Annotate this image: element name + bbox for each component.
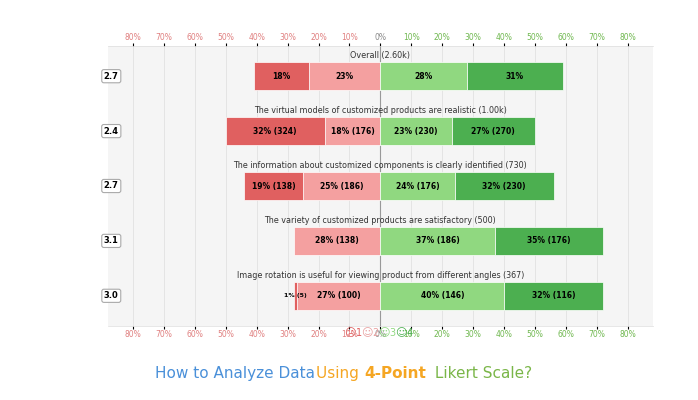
Text: 2.7: 2.7 bbox=[104, 182, 119, 190]
Bar bbox=[380, 117, 452, 145]
Text: 28%: 28% bbox=[415, 72, 433, 81]
Bar bbox=[325, 117, 380, 145]
Bar bbox=[380, 62, 467, 90]
Text: 32% (116): 32% (116) bbox=[532, 291, 575, 300]
Text: ☺: ☺ bbox=[378, 328, 389, 338]
Text: 23%: 23% bbox=[336, 72, 354, 81]
Bar bbox=[244, 172, 303, 200]
Text: Overall (2.60k): Overall (2.60k) bbox=[350, 51, 410, 60]
Text: 25% (186): 25% (186) bbox=[320, 182, 364, 190]
Text: 2.7: 2.7 bbox=[104, 72, 119, 81]
Text: 4: 4 bbox=[407, 328, 413, 338]
Bar bbox=[309, 62, 380, 90]
Text: 3.1: 3.1 bbox=[104, 236, 119, 246]
Text: 2: 2 bbox=[373, 328, 379, 338]
Bar bbox=[380, 227, 495, 255]
Text: 32% (324): 32% (324) bbox=[253, 126, 297, 136]
Text: 18%: 18% bbox=[272, 72, 290, 81]
Bar bbox=[253, 62, 309, 90]
Text: 2.4: 2.4 bbox=[104, 126, 119, 136]
Text: Image rotation is useful for viewing product from different angles (367): Image rotation is useful for viewing pro… bbox=[237, 271, 524, 280]
Text: 28% (138): 28% (138) bbox=[315, 236, 359, 246]
Text: The variety of customized products are satisfactory (500): The variety of customized products are s… bbox=[265, 216, 496, 225]
Text: 32% (230): 32% (230) bbox=[482, 182, 526, 190]
Text: 27% (100): 27% (100) bbox=[317, 291, 360, 300]
Bar bbox=[504, 282, 603, 310]
Text: ☺: ☺ bbox=[361, 328, 373, 338]
Text: 23% (230): 23% (230) bbox=[394, 126, 438, 136]
Bar bbox=[380, 172, 454, 200]
Text: 31%: 31% bbox=[506, 72, 524, 81]
Bar bbox=[380, 282, 504, 310]
Text: 1% (5): 1% (5) bbox=[284, 293, 306, 298]
Text: ☺: ☺ bbox=[395, 328, 407, 338]
Bar bbox=[225, 117, 325, 145]
Text: 40% (146): 40% (146) bbox=[420, 291, 464, 300]
Text: 37% (186): 37% (186) bbox=[416, 236, 459, 246]
Text: 3: 3 bbox=[389, 328, 396, 338]
Text: The virtual models of customized products are realistic (1.00k): The virtual models of customized product… bbox=[254, 106, 507, 115]
Text: Using: Using bbox=[316, 366, 364, 381]
Text: 27% (270): 27% (270) bbox=[471, 126, 515, 136]
Text: 35% (176): 35% (176) bbox=[527, 236, 571, 246]
Text: Likert Scale?: Likert Scale? bbox=[430, 366, 533, 381]
Text: 24% (176): 24% (176) bbox=[396, 182, 439, 190]
Text: How to Analyze Data: How to Analyze Data bbox=[156, 366, 320, 381]
Text: ☹: ☹ bbox=[344, 328, 356, 338]
Bar bbox=[454, 172, 554, 200]
Bar bbox=[294, 282, 297, 310]
Bar bbox=[297, 282, 380, 310]
Text: 18% (176): 18% (176) bbox=[331, 126, 374, 136]
Bar bbox=[294, 227, 380, 255]
Bar bbox=[452, 117, 535, 145]
Text: 3.0: 3.0 bbox=[104, 291, 119, 300]
Text: 1: 1 bbox=[356, 328, 362, 338]
Bar bbox=[467, 62, 563, 90]
Text: 19% (138): 19% (138) bbox=[252, 182, 295, 190]
Text: The information about customized components is clearly identified (730): The information about customized compone… bbox=[234, 161, 527, 170]
Bar bbox=[303, 172, 380, 200]
Text: 4-Point: 4-Point bbox=[364, 366, 426, 381]
Bar bbox=[495, 227, 603, 255]
